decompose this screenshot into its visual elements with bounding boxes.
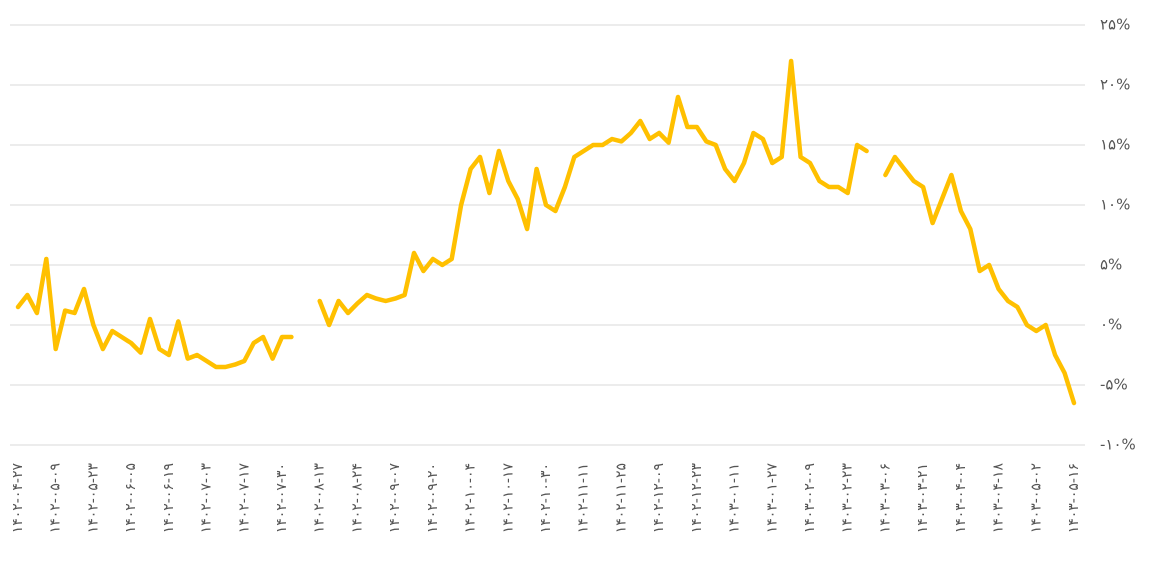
x-tick-label: ۱۴۰۳-۰۵-۱۶ bbox=[1066, 463, 1082, 533]
x-tick-label: ۱۴۰۳-۰۱-۲۷ bbox=[764, 463, 780, 534]
x-tick-label: ۱۴۰۲-۰۹-۲۰ bbox=[425, 463, 441, 533]
y-tick-label: -۱۰% bbox=[1100, 436, 1136, 454]
x-tick-label: ۱۴۰۲-۰۷-۰۳ bbox=[199, 463, 215, 534]
x-tick-label: ۱۴۰۳-۰۲-۲۳ bbox=[840, 463, 856, 534]
x-tick-label: ۱۴۰۳-۰۳-۲۱ bbox=[915, 463, 931, 533]
x-tick-label: ۱۴۰۲-۱۲-۰۹ bbox=[651, 463, 667, 533]
x-tick-label: ۱۴۰۲-۰۸-۲۴ bbox=[349, 463, 365, 533]
x-tick-label: ۱۴۰۲-۱۰-۱۷ bbox=[500, 463, 516, 534]
x-tick-label: ۱۴۰۳-۰۳-۰۶ bbox=[877, 463, 893, 533]
x-tick-label: ۱۴۰۲-۰۵-۲۳ bbox=[85, 463, 101, 534]
x-tick-label: ۱۴۰۳-۰۴-۰۴ bbox=[953, 463, 969, 533]
x-tick-label: ۱۴۰۲-۱۱-۲۵ bbox=[613, 463, 629, 533]
y-tick-label: ۱۰% bbox=[1100, 196, 1130, 214]
x-tick-label: ۱۴۰۲-۰۸-۱۳ bbox=[312, 463, 328, 534]
x-tick-label: ۱۴۰۳-۰۲-۰۹ bbox=[802, 463, 818, 533]
x-tick-label: ۱۴۰۲-۱۲-۲۳ bbox=[689, 463, 705, 534]
y-tick-label: ۱۵% bbox=[1100, 136, 1130, 154]
x-tick-label: ۱۴۰۲-۰۷-۱۷ bbox=[236, 463, 252, 534]
x-tick-label: ۱۴۰۲-۰۷-۳۰ bbox=[274, 463, 290, 533]
x-tick-label: ۱۴۰۲-۱۰-۰۴ bbox=[463, 463, 479, 533]
x-tick-label: ۱۴۰۲-۰۹-۰۷ bbox=[387, 463, 403, 534]
x-tick-label: ۱۴۰۲-۰۶-۱۹ bbox=[161, 463, 177, 533]
data-line bbox=[15, 58, 1077, 406]
x-tick-label: ۱۴۰۲-۱۱-۱۱ bbox=[576, 463, 592, 533]
y-tick-label: ۲۰% bbox=[1100, 76, 1130, 94]
y-tick-label: -۵% bbox=[1100, 376, 1128, 394]
y-tick-label: ۲۵% bbox=[1100, 16, 1130, 34]
x-tick-label: ۱۴۰۲-۰۶-۰۵ bbox=[123, 463, 139, 533]
x-tick-label: ۱۴۰۲-۰۵-۰۹ bbox=[48, 463, 64, 533]
y-tick-label: ۰% bbox=[1100, 316, 1122, 334]
x-tick-label: ۱۴۰۲-۱۰-۳۰ bbox=[538, 463, 554, 533]
x-tick-label: ۱۴۰۲-۰۴-۲۷ bbox=[10, 463, 26, 534]
y-tick-label: ۵% bbox=[1100, 256, 1122, 274]
x-tick-label: ۱۴۰۳-۰۴-۱۸ bbox=[991, 463, 1007, 534]
x-tick-label: ۱۴۰۳-۰۱-۱۱ bbox=[727, 463, 743, 533]
x-tick-label: ۱۴۰۳-۰۵-۰۲ bbox=[1028, 463, 1044, 533]
